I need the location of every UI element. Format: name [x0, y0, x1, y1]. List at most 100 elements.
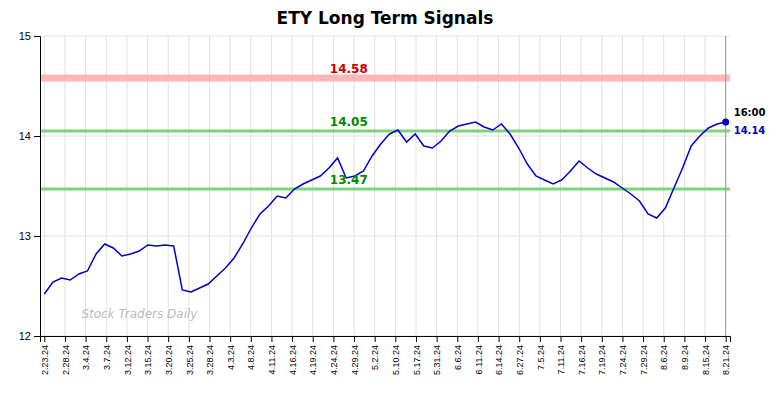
x-tick-mark	[271, 336, 272, 342]
x-tick-mark	[581, 336, 582, 342]
grid-line-y	[40, 236, 730, 237]
x-tick-mark	[86, 336, 87, 342]
x-tick-mark	[478, 336, 479, 342]
x-tick-mark	[313, 336, 314, 342]
x-tick: 4.16.24	[288, 336, 298, 375]
x-tick-label: 3.15.24	[143, 345, 153, 375]
x-tick: 4.29.24	[350, 336, 360, 375]
x-tick: 2.23.24	[40, 336, 50, 375]
x-tick-label: 5.10.24	[391, 345, 401, 375]
x-tick-mark	[457, 336, 458, 342]
x-tick-label: 3.4.24	[81, 345, 91, 370]
x-tick: 8.9.24	[680, 336, 690, 370]
x-tick-label: 5.31.24	[432, 345, 442, 375]
plot-area	[40, 36, 730, 336]
x-tick-label: 5.2.24	[370, 345, 380, 370]
x-tick-mark	[705, 336, 706, 342]
x-tick: 3.7.24	[102, 336, 112, 370]
x-tick-label: 7.11.24	[556, 345, 566, 374]
last-price-label: 14.14	[734, 125, 766, 136]
x-tick: 8.21.24	[721, 336, 731, 375]
y-tick: 14	[19, 130, 40, 142]
x-tick-mark	[499, 336, 500, 342]
x-tick-label: 7.5.24	[536, 345, 546, 370]
x-tick-mark	[168, 336, 169, 342]
y-axis-line	[34, 37, 41, 337]
x-tick: 4.8.24	[246, 336, 256, 370]
x-tick: 3.28.24	[205, 336, 215, 375]
x-tick-label: 7.16.24	[577, 345, 587, 375]
x-tick-label: 3.12.24	[123, 345, 133, 375]
x-tick: 5.2.24	[370, 336, 380, 370]
x-tick: 2.28.24	[61, 336, 71, 375]
x-tick-label: 3.25.24	[184, 345, 194, 375]
x-tick-label: 7.19.24	[597, 345, 607, 375]
last-point	[722, 119, 729, 126]
x-axis-line	[41, 337, 731, 343]
x-tick-label: 6.11.24	[474, 345, 484, 374]
signal-line	[40, 75, 730, 82]
x-tick: 4.3.24	[226, 336, 236, 370]
x-tick-mark	[354, 336, 355, 342]
y-tick-mark	[34, 36, 40, 37]
x-tick: 3.12.24	[123, 336, 133, 375]
x-tick-mark	[622, 336, 623, 342]
x-tick: 3.15.24	[143, 336, 153, 375]
x-tick-label: 3.28.24	[205, 345, 215, 375]
last-time-label: 16:00	[734, 107, 766, 118]
x-tick-mark	[643, 336, 644, 342]
y-tick: 15	[19, 30, 40, 42]
x-tick: 7.16.24	[577, 336, 587, 375]
x-tick: 7.29.24	[639, 336, 649, 375]
grid-line-y	[40, 136, 730, 137]
x-tick: 5.31.24	[432, 336, 442, 375]
x-tick-label: 4.16.24	[288, 345, 298, 375]
x-tick-label: 8.9.24	[680, 345, 690, 370]
x-tick-mark	[664, 336, 665, 342]
x-tick-label: 4.24.24	[329, 345, 339, 375]
x-tick: 3.25.24	[184, 336, 194, 375]
chart-svg: 2.23.24 2.28.24 3.4.24 3.7.24 3.12.24 3.15.24…	[0, 0, 784, 398]
x-tick-label: 8.6.24	[659, 345, 669, 370]
x-tick-mark	[127, 336, 128, 342]
last-point-rule	[725, 36, 726, 336]
x-tick-mark	[333, 336, 334, 342]
x-tick: 4.19.24	[308, 336, 318, 375]
y-tick: 12	[19, 330, 40, 342]
x-tick-mark	[602, 336, 603, 342]
x-tick-mark	[519, 336, 520, 342]
x-tick: 6.27.24	[515, 336, 525, 375]
y-tick-label: 15	[19, 30, 31, 42]
x-tick-mark	[251, 336, 252, 342]
x-tick: 3.20.24	[164, 336, 174, 375]
signal-label: 14.58	[330, 62, 368, 76]
x-tick-label: 6.27.24	[515, 345, 525, 375]
x-tick: 8.6.24	[659, 336, 669, 370]
x-tick-label: 4.11.24	[267, 345, 277, 374]
y-tick-mark	[34, 136, 40, 137]
x-tick-label: 4.8.24	[246, 345, 256, 370]
x-tick-label: 8.15.24	[701, 345, 711, 375]
signal-label: 13.47	[330, 173, 368, 187]
x-tick-label: 5.17.24	[412, 345, 422, 375]
y-axis: 12 13 14 15	[19, 30, 41, 342]
x-tick-label: 3.7.24	[102, 345, 112, 370]
x-tick-mark	[148, 336, 149, 342]
x-tick: 7.24.24	[618, 336, 628, 375]
x-tick-label: 4.29.24	[350, 345, 360, 375]
y-tick-mark	[34, 236, 40, 237]
x-tick-label: 3.20.24	[164, 345, 174, 375]
grid	[40, 36, 730, 336]
chart-title: ETY Long Term Signals	[277, 8, 494, 28]
x-axis: 2.23.24 2.28.24 3.4.24 3.7.24 3.12.24 3.15.24…	[40, 336, 731, 375]
grid-line-y	[40, 36, 730, 37]
x-tick-label: 2.28.24	[61, 345, 71, 375]
x-tick-label: 4.19.24	[308, 345, 318, 375]
x-tick-mark	[726, 336, 727, 342]
x-tick: 4.11.24	[267, 336, 277, 374]
x-tick-mark	[65, 336, 66, 342]
x-tick-mark	[292, 336, 293, 342]
x-tick-mark	[44, 336, 45, 342]
x-tick-mark	[437, 336, 438, 342]
y-tick: 13	[19, 230, 40, 242]
